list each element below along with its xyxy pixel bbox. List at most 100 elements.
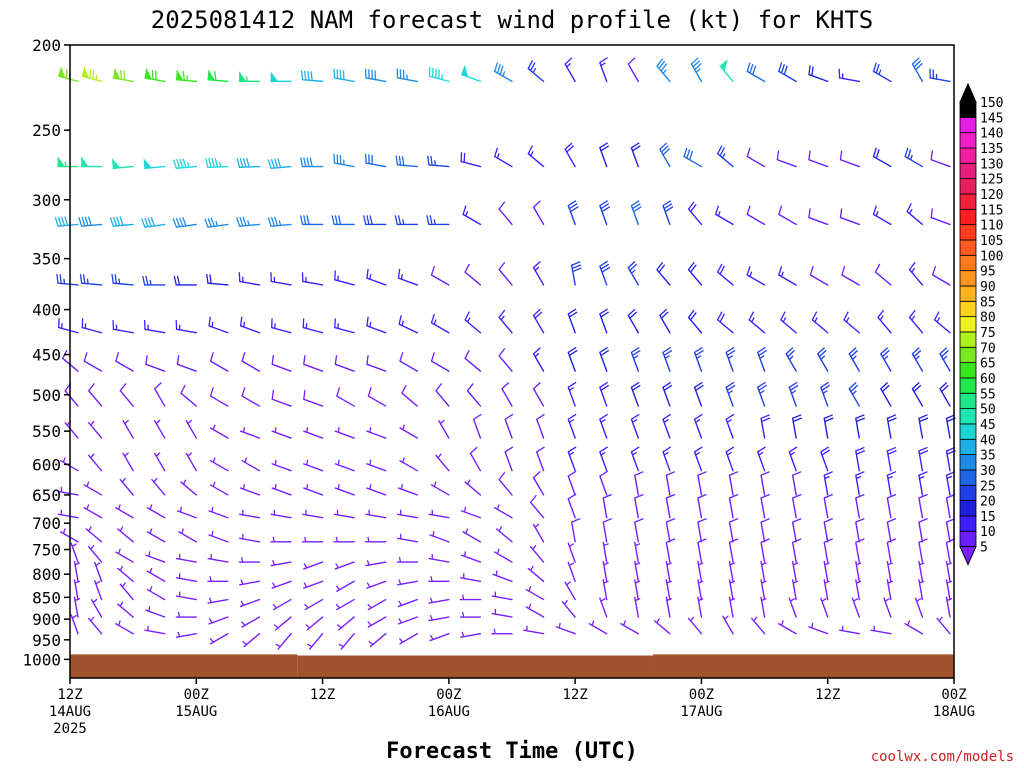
- wind-barb: [119, 383, 134, 407]
- wind-barb: [602, 579, 609, 601]
- wind-barb: [334, 459, 355, 472]
- wind-barb: [627, 57, 639, 83]
- wind-barb: [275, 633, 292, 650]
- wind-barb: [306, 633, 324, 650]
- y-tick-label: 300: [32, 191, 61, 210]
- x-axis-label: Forecast Time (UTC): [386, 739, 638, 764]
- colorbar-label: 140: [980, 127, 1003, 142]
- wind-barb: [367, 616, 387, 628]
- wind-barb: [303, 389, 324, 407]
- wind-barb: [536, 413, 545, 439]
- x-tick-label: 00Z: [941, 687, 966, 703]
- wind-barb: [886, 471, 897, 496]
- wind-barb: [334, 561, 355, 570]
- wind-barb: [241, 457, 261, 472]
- wind-barb: [527, 145, 545, 168]
- wind-barb: [567, 493, 577, 519]
- wind-barb: [936, 616, 951, 635]
- wind-barb: [273, 616, 292, 631]
- wind-barb: [599, 260, 611, 286]
- wind-barb: [746, 62, 766, 83]
- wind-barb: [697, 471, 707, 496]
- wind-barb: [908, 261, 924, 286]
- colorbar-cell: [959, 116, 977, 134]
- colorbar-cell: [959, 331, 977, 348]
- wind-barb: [627, 308, 639, 334]
- wind-barb: [841, 265, 860, 286]
- wind-barb: [146, 528, 166, 543]
- wind-barb: [154, 452, 166, 472]
- credit-text: coolwx.com/models: [871, 749, 1014, 765]
- colorbar-label: 85: [980, 295, 996, 310]
- wind-barb: [728, 471, 739, 496]
- colorbar-label: 100: [980, 249, 1003, 264]
- colorbar-label: 15: [980, 510, 996, 525]
- wind-barb: [728, 579, 736, 601]
- wind-barb: [939, 382, 951, 407]
- x-tick-label: 2025: [53, 721, 87, 737]
- wind-barb: [236, 157, 261, 168]
- wind-barb: [122, 452, 134, 472]
- wind-barbs-layer: [54, 57, 956, 650]
- wind-barb: [70, 614, 79, 635]
- wind-barb: [271, 389, 292, 407]
- wind-barb: [778, 620, 797, 635]
- wind-barb: [630, 381, 641, 407]
- colorbar-cell: [959, 515, 977, 532]
- wind-barb: [627, 260, 639, 286]
- wind-barb: [602, 493, 613, 519]
- wind-barb: [399, 424, 418, 439]
- wind-barb: [146, 504, 166, 519]
- colorbar-label: 95: [980, 265, 996, 280]
- wind-barb: [491, 608, 513, 618]
- wind-barb: [874, 263, 892, 286]
- colorbar-label: 60: [980, 372, 996, 387]
- wind-barb: [143, 320, 166, 334]
- wind-barb: [180, 479, 197, 496]
- wind-barb: [599, 446, 608, 472]
- colorbar-cell: [959, 254, 977, 272]
- wind-barb: [175, 69, 197, 83]
- wind-barb: [532, 308, 545, 334]
- wind-barb: [877, 309, 892, 334]
- wind-barb: [886, 493, 897, 519]
- wind-barb: [883, 597, 892, 618]
- wind-barb: [817, 347, 829, 372]
- wind-barb: [778, 62, 797, 83]
- wind-barb: [303, 580, 324, 589]
- colorbar-label: 150: [980, 96, 1003, 111]
- wind-barb: [886, 560, 893, 582]
- x-tick-label: 12Z: [815, 687, 840, 703]
- wind-barb: [746, 147, 766, 168]
- x-tick-label: 00Z: [689, 687, 714, 703]
- wind-barb: [57, 318, 79, 334]
- wind-barb: [760, 493, 770, 519]
- wind-barb: [112, 320, 134, 334]
- x-tick-label: 12Z: [562, 687, 587, 703]
- wind-barb: [394, 215, 418, 226]
- wind-barb: [207, 597, 229, 604]
- x-tick-label: 12Z: [310, 687, 335, 703]
- wind-barb: [599, 470, 608, 496]
- wind-barb: [366, 484, 387, 496]
- wind-barb: [760, 471, 770, 496]
- wind-barb: [209, 424, 229, 439]
- wind-barb: [933, 311, 951, 334]
- wind-barb: [918, 471, 928, 496]
- wind-barb: [145, 355, 166, 372]
- terrain-segment: [653, 654, 954, 678]
- wind-barb: [855, 518, 865, 543]
- wind-barb: [334, 270, 355, 286]
- wind-barb: [778, 265, 797, 286]
- wind-barb: [94, 561, 103, 582]
- wind-barb: [208, 506, 229, 519]
- colorbar-label: 50: [980, 403, 996, 418]
- wind-barb: [207, 69, 229, 83]
- wind-barb: [270, 560, 292, 567]
- wind-barb: [555, 622, 576, 635]
- wind-barb: [146, 567, 166, 582]
- y-tick-label: 900: [32, 610, 61, 629]
- colorbar-cell: [959, 224, 977, 241]
- wind-barb: [719, 59, 734, 83]
